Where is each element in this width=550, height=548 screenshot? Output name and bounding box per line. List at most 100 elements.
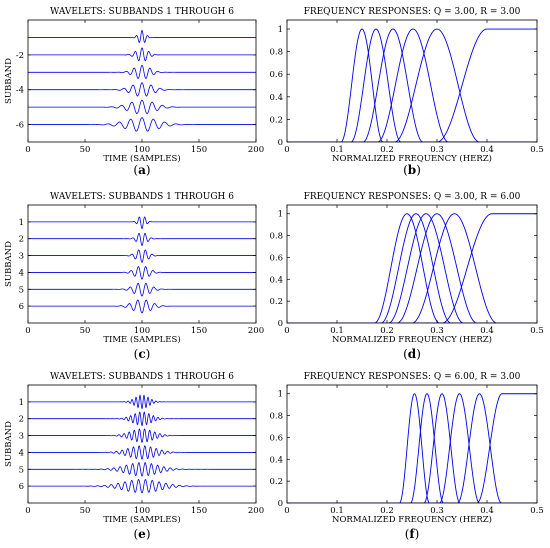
panel-d-axes xyxy=(286,204,538,324)
panel-d-series-1 xyxy=(287,213,537,323)
panel-e-ytick-label: 6 xyxy=(19,482,24,492)
panel-c-ytick-label: 2 xyxy=(19,235,24,245)
panel-a-label: (a) xyxy=(133,163,150,177)
panel-a-ytick-label: -2 xyxy=(16,51,24,61)
panel-e-series-2 xyxy=(28,411,256,427)
panel-f-xtick-label: 0.3 xyxy=(430,506,444,516)
panel-e-ylabel: SUBBAND xyxy=(4,421,14,467)
panel-c-ytick-label: 6 xyxy=(19,302,24,312)
panel-e-xtick-label: 100 xyxy=(134,506,150,516)
panel-e-xtick-label: 150 xyxy=(191,506,207,516)
panel-a-series-1 xyxy=(28,29,256,43)
panel-f-series-5 xyxy=(287,393,537,503)
panel-f-ytick-label: 0 xyxy=(278,499,283,509)
panel-e-series-3 xyxy=(28,428,256,444)
panel-e-ytick-label: 5 xyxy=(19,465,24,475)
panel-a-xtick-label: 150 xyxy=(191,145,207,155)
panel-c-axes xyxy=(27,204,257,324)
panel-b-series-4 xyxy=(287,28,537,142)
panel-e-xtick-label: 200 xyxy=(248,506,264,516)
panel-e-ytick-label: 2 xyxy=(19,415,24,425)
panel-c-xtick-label: 100 xyxy=(134,326,150,336)
panel-d-xtick-label: 0.2 xyxy=(380,326,394,336)
panel-d-series-6 xyxy=(287,213,537,323)
panel-a-axes xyxy=(27,19,257,143)
panel-a-series-5 xyxy=(28,99,256,114)
panel-c: WAVELETS: SUBBANDS 1 THROUGH 6 0 50 100 150 2… xyxy=(4,192,264,361)
panel-c-title: WAVELETS: SUBBANDS 1 THROUGH 6 xyxy=(50,192,234,202)
panel-b-ytick-label: 0.4 xyxy=(269,93,283,103)
panel-d-xtick-label: 0.3 xyxy=(430,326,444,336)
panel-b-ytick-label: 0 xyxy=(278,138,283,148)
panel-b-xlabel: NORMALIZED FREQUENCY (HERZ) xyxy=(332,153,492,164)
panel-e-ytick-label: 3 xyxy=(19,432,24,442)
panel-f: FREQUENCY RESPONSES: Q = 6.00, R = 3.00 0… xyxy=(269,372,543,541)
panel-a-xtick-label: 0 xyxy=(25,145,30,155)
panel-b-ytick-label: 0.6 xyxy=(269,70,283,80)
panel-c-series-4 xyxy=(28,266,256,280)
panel-c-series-2 xyxy=(28,232,256,247)
panel-c-label: (c) xyxy=(134,347,151,361)
panel-e-xlabel: TIME (SAMPLES) xyxy=(103,514,180,525)
panel-f-xtick-label: 0.5 xyxy=(530,506,544,516)
panel-e-xtick-label: 50 xyxy=(80,506,91,516)
panel-f-series-4 xyxy=(287,393,537,503)
panel-b-series-3 xyxy=(287,28,537,142)
panel-f-label: (f) xyxy=(405,527,420,541)
panel-b-series-2 xyxy=(287,28,537,142)
panel-d-title: FREQUENCY RESPONSES: Q = 3.00, R = 6.00 xyxy=(304,192,521,202)
panel-c-xtick-label: 150 xyxy=(191,326,207,336)
panel-b-xtick-label: 0.3 xyxy=(430,145,444,155)
panel-f-series-6 xyxy=(287,393,537,503)
panel-e-series-5 xyxy=(28,462,256,477)
panel-d-ytick-label: 0.8 xyxy=(269,232,283,242)
panel-f-xlabel: NORMALIZED FREQUENCY (HERZ) xyxy=(332,514,492,525)
panel-f-ytick-label: 1 xyxy=(278,390,283,400)
panel-b: FREQUENCY RESPONSES: Q = 3.00, R = 3.00 0… xyxy=(269,7,543,177)
panel-d-xlabel: NORMALIZED FREQUENCY (HERZ) xyxy=(332,334,492,345)
panel-c-ylabel: SUBBAND xyxy=(4,241,14,287)
panel-c-ytick-label: 4 xyxy=(19,268,24,278)
panel-c-ytick-label: 3 xyxy=(19,252,24,262)
panel-a-ytick-label: -4 xyxy=(16,86,24,96)
panel-a-xlabel: TIME (SAMPLES) xyxy=(103,153,180,164)
panel-f-axes xyxy=(286,384,538,504)
panel-a-title: WAVELETS: SUBBANDS 1 THROUGH 6 xyxy=(50,7,234,17)
panel-d-xtick-label: 0.1 xyxy=(330,326,344,336)
panel-f-series-3 xyxy=(287,393,537,503)
panel-a-ytick-label: -6 xyxy=(16,121,24,131)
panel-e-ytick-label: 1 xyxy=(19,398,24,408)
panel-e-title: WAVELETS: SUBBANDS 1 THROUGH 6 xyxy=(50,372,234,382)
panel-a-series-6 xyxy=(28,117,256,132)
panel-b-xtick-label: 0.5 xyxy=(530,145,544,155)
panel-a-series-4 xyxy=(28,82,256,97)
panel-c-series-6 xyxy=(28,299,256,314)
panel-b-ytick-label: 0.8 xyxy=(269,48,283,58)
panel-a-ylabel: SUBBAND xyxy=(4,58,14,104)
panel-d-series-4 xyxy=(287,213,537,323)
panel-d-xtick-label: 0 xyxy=(284,326,289,336)
panel-c-xlabel: TIME (SAMPLES) xyxy=(103,334,180,345)
panel-a-xtick-label: 100 xyxy=(134,145,150,155)
panel-e-series-1 xyxy=(28,394,256,410)
panel-b-xtick-label: 0.1 xyxy=(330,145,344,155)
panel-f-xtick-label: 0.1 xyxy=(330,506,344,516)
panel-d-series-5 xyxy=(287,213,537,323)
panel-d-xtick-label: 0.4 xyxy=(480,326,494,336)
panel-c-xtick-label: 0 xyxy=(25,326,30,336)
panel-f-xtick-label: 0 xyxy=(284,506,289,516)
panel-e-axes xyxy=(27,384,257,504)
panel-e-series-6 xyxy=(28,479,256,494)
panel-c-xtick-label: 200 xyxy=(248,326,264,336)
panel-f-series-1 xyxy=(287,393,537,503)
panel-f-xtick-label: 0.2 xyxy=(380,506,394,516)
panel-b-ytick-label: 1 xyxy=(278,25,283,35)
panel-d-ytick-label: 0.2 xyxy=(269,297,283,307)
panel-e-xtick-label: 0 xyxy=(25,506,30,516)
panel-c-series-3 xyxy=(28,249,256,263)
panel-d-series-3 xyxy=(287,213,537,323)
panel-c-ytick-label: 1 xyxy=(19,218,24,228)
panel-e-label: (e) xyxy=(133,527,150,541)
panel-a-series-3 xyxy=(28,64,256,79)
